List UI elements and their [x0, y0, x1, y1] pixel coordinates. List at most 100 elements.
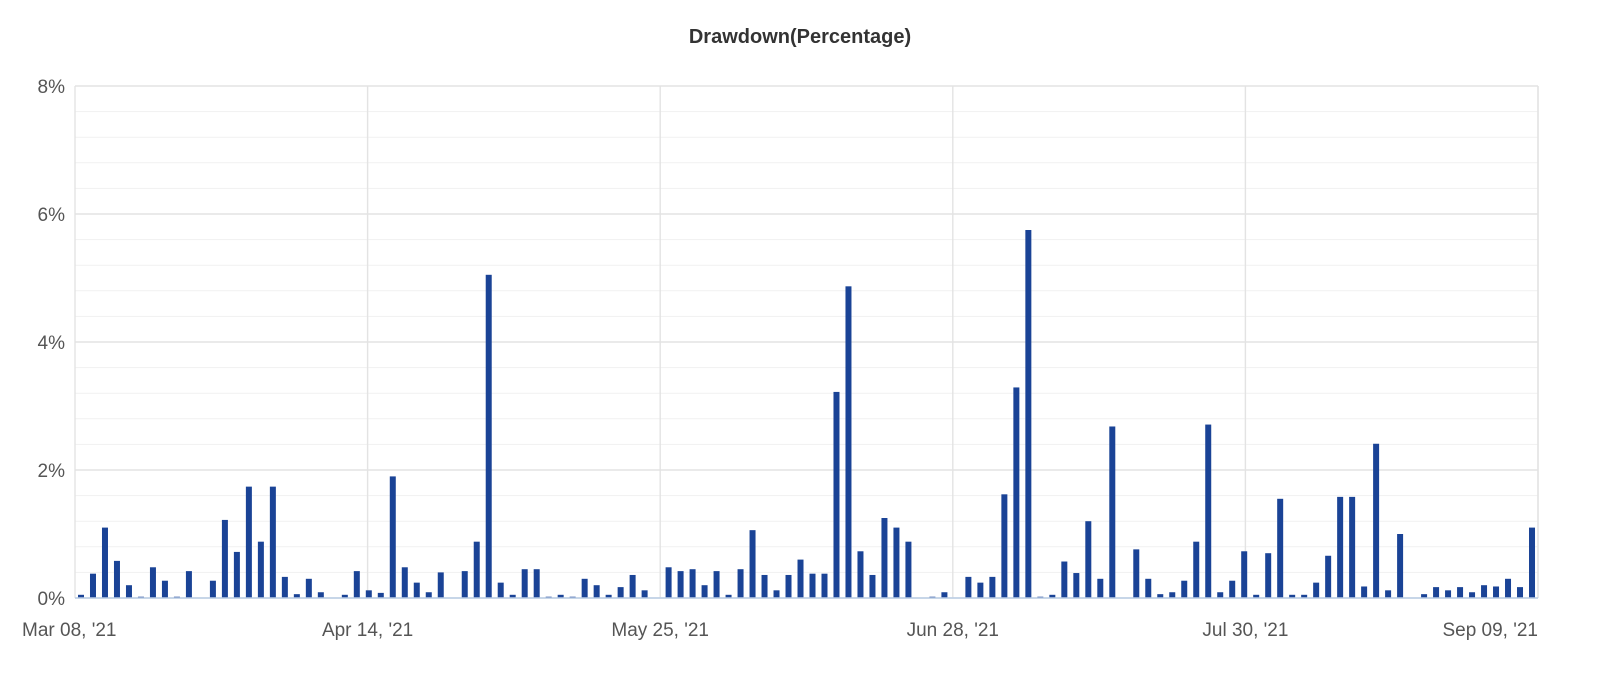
drawdown-bar[interactable] [641, 590, 648, 598]
drawdown-bar[interactable] [1229, 580, 1236, 598]
drawdown-bar[interactable] [725, 594, 732, 598]
drawdown-bar[interactable] [389, 476, 396, 598]
drawdown-bar[interactable] [581, 578, 588, 598]
drawdown-bar[interactable] [1073, 573, 1080, 598]
drawdown-bar[interactable] [78, 594, 84, 598]
drawdown-bar[interactable] [677, 571, 684, 598]
drawdown-bar[interactable] [1217, 592, 1224, 598]
drawdown-bar[interactable] [185, 571, 192, 598]
drawdown-bar[interactable] [1193, 541, 1200, 598]
drawdown-bar[interactable] [1085, 521, 1092, 598]
drawdown-bar[interactable] [101, 527, 108, 598]
drawdown-bar[interactable] [989, 576, 996, 598]
drawdown-bar[interactable] [317, 592, 324, 598]
drawdown-bar[interactable] [689, 569, 696, 598]
drawdown-bar[interactable] [1241, 551, 1248, 598]
drawdown-bar[interactable] [461, 571, 468, 598]
drawdown-bar[interactable] [1157, 594, 1164, 598]
drawdown-bar[interactable] [341, 594, 348, 598]
drawdown-bar[interactable] [857, 551, 864, 598]
drawdown-bar[interactable] [353, 571, 360, 598]
drawdown-bar[interactable] [1265, 553, 1272, 598]
drawdown-bar[interactable] [257, 541, 264, 598]
drawdown-bar[interactable] [1301, 594, 1308, 598]
drawdown-bar[interactable] [869, 574, 876, 598]
drawdown-bar[interactable] [1493, 586, 1500, 598]
drawdown-bar[interactable] [1457, 587, 1464, 598]
drawdown-bar[interactable] [1385, 590, 1392, 598]
drawdown-bar[interactable] [365, 590, 372, 598]
drawdown-bar[interactable] [377, 592, 384, 598]
drawdown-bar[interactable] [1049, 594, 1056, 598]
drawdown-bar[interactable] [1097, 578, 1104, 598]
drawdown-bar[interactable] [785, 574, 792, 598]
drawdown-bar[interactable] [521, 569, 528, 598]
drawdown-bar[interactable] [1313, 582, 1320, 598]
drawdown-bar[interactable] [1061, 561, 1068, 598]
drawdown-bar[interactable] [1169, 592, 1176, 598]
drawdown-bar[interactable] [1337, 496, 1344, 598]
drawdown-bar[interactable] [797, 559, 804, 598]
drawdown-bar[interactable] [245, 486, 252, 598]
drawdown-bar[interactable] [977, 582, 984, 598]
drawdown-bar[interactable] [1517, 587, 1524, 598]
drawdown-bar[interactable] [749, 530, 756, 598]
drawdown-bar[interactable] [605, 594, 612, 598]
drawdown-bar[interactable] [89, 573, 96, 598]
drawdown-bar[interactable] [845, 286, 852, 598]
drawdown-bar[interactable] [701, 585, 708, 598]
drawdown-bar[interactable] [809, 573, 816, 598]
drawdown-bar[interactable] [1253, 594, 1260, 598]
drawdown-bar[interactable] [821, 573, 828, 598]
drawdown-bar[interactable] [209, 580, 216, 598]
drawdown-bar[interactable] [437, 572, 444, 598]
drawdown-bar[interactable] [1001, 494, 1008, 598]
drawdown-bar[interactable] [965, 576, 972, 598]
drawdown-bar[interactable] [1445, 590, 1452, 598]
drawdown-bar[interactable] [1481, 585, 1488, 598]
drawdown-bar[interactable] [161, 580, 168, 598]
drawdown-bar[interactable] [1397, 534, 1404, 598]
drawdown-bar[interactable] [737, 569, 744, 598]
drawdown-bar[interactable] [1433, 587, 1440, 598]
drawdown-bar[interactable] [1529, 527, 1536, 598]
drawdown-bar[interactable] [401, 567, 408, 598]
drawdown-bar[interactable] [509, 594, 516, 598]
drawdown-bar[interactable] [1277, 498, 1284, 598]
drawdown-bar[interactable] [221, 519, 228, 598]
drawdown-bar[interactable] [1361, 586, 1368, 598]
drawdown-bar[interactable] [1325, 555, 1332, 598]
drawdown-bar[interactable] [125, 585, 132, 598]
drawdown-bar[interactable] [413, 582, 420, 598]
drawdown-bar[interactable] [557, 594, 564, 598]
drawdown-bar[interactable] [713, 571, 720, 598]
drawdown-bar[interactable] [269, 486, 276, 598]
drawdown-bar[interactable] [1145, 578, 1152, 598]
drawdown-bar[interactable] [1349, 496, 1356, 598]
drawdown-bar[interactable] [617, 587, 624, 598]
drawdown-bar[interactable] [1133, 549, 1140, 598]
drawdown-bar[interactable] [1025, 230, 1032, 598]
drawdown-bar[interactable] [1373, 443, 1380, 598]
drawdown-bar[interactable] [593, 585, 600, 598]
drawdown-bar[interactable] [281, 576, 288, 598]
drawdown-bar[interactable] [833, 391, 840, 598]
drawdown-bar[interactable] [629, 574, 636, 598]
drawdown-bar[interactable] [1505, 578, 1512, 598]
drawdown-bar[interactable] [1109, 426, 1116, 598]
drawdown-bar[interactable] [293, 594, 300, 598]
drawdown-bar[interactable] [113, 560, 120, 598]
drawdown-bar[interactable] [881, 518, 888, 598]
drawdown-bar[interactable] [773, 590, 780, 598]
drawdown-bar[interactable] [533, 569, 540, 598]
drawdown-bar[interactable] [305, 578, 312, 598]
drawdown-bar[interactable] [1181, 580, 1188, 598]
drawdown-bar[interactable] [905, 541, 912, 598]
drawdown-bar[interactable] [497, 582, 504, 598]
drawdown-bar[interactable] [941, 592, 948, 598]
drawdown-bar[interactable] [1469, 592, 1476, 598]
drawdown-bar[interactable] [473, 541, 480, 598]
drawdown-bar[interactable] [665, 567, 672, 598]
drawdown-bar[interactable] [1205, 424, 1212, 598]
drawdown-bar[interactable] [425, 592, 432, 598]
